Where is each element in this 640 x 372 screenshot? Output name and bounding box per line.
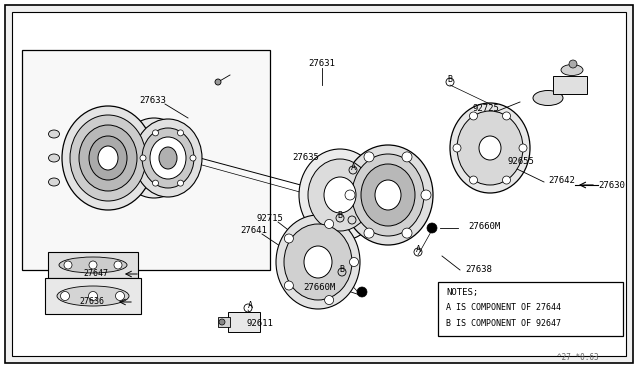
Text: A: A	[415, 244, 420, 253]
Circle shape	[453, 144, 461, 152]
Circle shape	[470, 112, 477, 120]
Circle shape	[502, 176, 511, 184]
Circle shape	[89, 261, 97, 269]
Bar	[45, 278, 141, 314]
Text: A IS COMPONENT OF 27644: A IS COMPONENT OF 27644	[446, 304, 561, 312]
Text: 27630: 27630	[598, 180, 625, 189]
Ellipse shape	[159, 147, 177, 169]
Bar	[438, 282, 623, 336]
Circle shape	[177, 180, 184, 186]
Ellipse shape	[284, 224, 352, 300]
Circle shape	[114, 261, 122, 269]
Ellipse shape	[49, 130, 60, 138]
Text: 27642: 27642	[548, 176, 575, 185]
Text: 92715: 92715	[257, 214, 284, 222]
Circle shape	[519, 144, 527, 152]
Bar	[228, 312, 260, 332]
Ellipse shape	[533, 90, 563, 106]
Text: 27638: 27638	[465, 266, 492, 275]
Circle shape	[357, 287, 367, 297]
Text: 27660M: 27660M	[304, 282, 336, 292]
Ellipse shape	[98, 146, 118, 170]
Circle shape	[61, 292, 70, 301]
Ellipse shape	[299, 149, 381, 241]
Circle shape	[421, 190, 431, 200]
Text: 92611: 92611	[246, 318, 273, 327]
Bar	[218, 317, 230, 327]
Text: 27636: 27636	[79, 298, 104, 307]
Text: 27660M: 27660M	[468, 221, 500, 231]
Circle shape	[349, 257, 358, 266]
Text: B IS COMPONENT OF 92647: B IS COMPONENT OF 92647	[446, 318, 561, 327]
Text: A: A	[351, 163, 355, 171]
Ellipse shape	[276, 215, 360, 309]
Circle shape	[140, 155, 146, 161]
Circle shape	[284, 234, 293, 243]
Circle shape	[219, 319, 225, 325]
Text: B: B	[447, 74, 452, 83]
Ellipse shape	[79, 125, 137, 191]
Ellipse shape	[457, 111, 523, 185]
Text: 92655: 92655	[508, 157, 535, 166]
Text: 27647: 27647	[83, 269, 108, 279]
Ellipse shape	[62, 106, 154, 210]
Ellipse shape	[361, 164, 415, 226]
Circle shape	[190, 155, 196, 161]
Circle shape	[152, 180, 159, 186]
Ellipse shape	[324, 177, 356, 213]
Circle shape	[284, 281, 293, 290]
Circle shape	[364, 152, 374, 162]
Text: A: A	[248, 301, 253, 310]
Ellipse shape	[134, 119, 202, 197]
Ellipse shape	[343, 145, 433, 245]
Circle shape	[324, 295, 333, 305]
Circle shape	[177, 130, 184, 136]
Ellipse shape	[89, 136, 127, 180]
Circle shape	[427, 223, 437, 233]
Ellipse shape	[450, 103, 530, 193]
Ellipse shape	[150, 137, 186, 179]
Circle shape	[345, 190, 355, 200]
Circle shape	[470, 176, 477, 184]
Ellipse shape	[57, 286, 129, 306]
Circle shape	[215, 79, 221, 85]
Polygon shape	[22, 50, 270, 270]
Bar	[553, 76, 587, 94]
Ellipse shape	[308, 159, 372, 231]
Ellipse shape	[119, 118, 189, 198]
Text: 27635: 27635	[292, 153, 319, 161]
Text: NOTES;: NOTES;	[446, 288, 478, 296]
Ellipse shape	[49, 178, 60, 186]
Circle shape	[569, 60, 577, 68]
Text: B: B	[337, 211, 342, 219]
Ellipse shape	[304, 246, 332, 278]
Ellipse shape	[49, 154, 60, 162]
Circle shape	[88, 292, 97, 301]
Text: B: B	[339, 264, 344, 273]
Circle shape	[152, 130, 159, 136]
Text: 27641: 27641	[241, 225, 268, 234]
Ellipse shape	[375, 180, 401, 210]
Ellipse shape	[561, 64, 583, 76]
Circle shape	[64, 261, 72, 269]
Circle shape	[402, 152, 412, 162]
Text: 27633: 27633	[140, 96, 166, 105]
Circle shape	[115, 292, 125, 301]
Ellipse shape	[70, 115, 146, 201]
Circle shape	[502, 112, 511, 120]
Text: ^27 *0.63: ^27 *0.63	[557, 353, 599, 362]
Text: 92725: 92725	[472, 103, 499, 112]
Ellipse shape	[142, 128, 194, 188]
Bar	[48, 252, 138, 278]
Circle shape	[364, 228, 374, 238]
Circle shape	[402, 228, 412, 238]
Circle shape	[324, 219, 333, 228]
Ellipse shape	[479, 136, 501, 160]
Ellipse shape	[59, 257, 127, 273]
Text: 27631: 27631	[308, 58, 335, 67]
Ellipse shape	[352, 154, 424, 236]
